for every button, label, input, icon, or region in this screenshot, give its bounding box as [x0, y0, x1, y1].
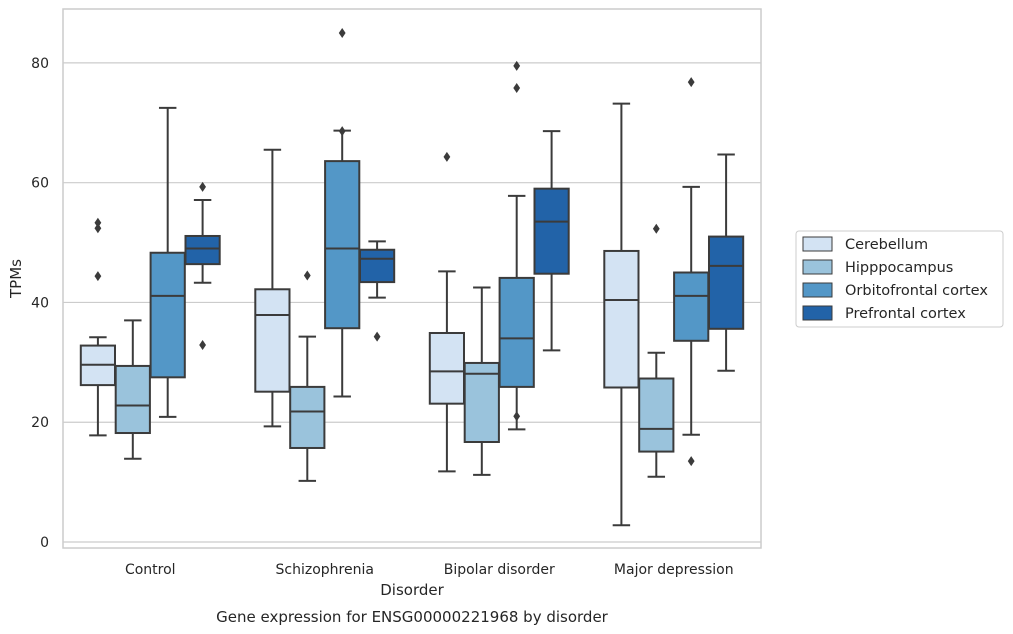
y-axis-title: TPMs — [7, 259, 25, 299]
iqr-box — [358, 248, 396, 284]
y-tick-label: 80 — [31, 56, 49, 72]
iqr-box — [254, 288, 291, 393]
iqr-box — [498, 276, 535, 388]
box-group — [463, 286, 500, 476]
legend-label: Orbitofrontal cortex — [845, 283, 988, 299]
legend-swatch — [802, 259, 833, 275]
y-tick-labels: 0 20 40 60 80 — [31, 56, 49, 551]
outlier-marker — [94, 223, 102, 234]
iqr-box — [463, 361, 500, 443]
outlier-marker — [687, 456, 695, 467]
box-group — [707, 153, 745, 372]
y-tick-label: 20 — [31, 415, 49, 431]
outlier-marker — [373, 331, 381, 342]
iqr-box — [289, 385, 326, 449]
outlier-marker — [513, 83, 521, 94]
x-tick-labels: Control Schizophrenia Bipolar disorder Majo… — [125, 562, 734, 578]
legend-swatch — [802, 282, 833, 298]
x-tick-label: Major depression — [614, 562, 734, 578]
box-group — [428, 151, 466, 473]
plot-area-frame — [62, 8, 762, 549]
box-group — [673, 77, 710, 467]
legend-label: Hipppocampus — [845, 260, 953, 276]
iqr-box — [603, 249, 640, 389]
legend-label: Cerebellum — [845, 237, 928, 253]
box-group — [324, 27, 361, 398]
box-group — [533, 130, 570, 352]
legend-frame — [795, 230, 1004, 328]
outlier-marker — [303, 270, 311, 281]
outlier-marker — [687, 77, 695, 88]
box-group — [358, 240, 396, 342]
box-group — [603, 102, 640, 527]
y-tick-label: 0 — [40, 535, 49, 551]
box-group — [254, 148, 291, 428]
legend-swatch — [802, 236, 833, 252]
iqr-box — [673, 271, 710, 342]
outlier-marker — [443, 151, 451, 162]
chart-caption: Gene expression for ENSG00000221968 by d… — [216, 608, 609, 626]
box-group — [184, 181, 221, 350]
iqr-box — [428, 331, 466, 405]
boxes — [79, 27, 745, 527]
x-axis-title: Disorder — [380, 581, 444, 599]
iqr-box — [184, 234, 221, 266]
y-tick-label: 40 — [31, 295, 49, 311]
x-tick-label: Control — [125, 562, 176, 578]
iqr-box — [707, 235, 745, 330]
x-tick-label: Schizophrenia — [276, 562, 374, 578]
box-group — [498, 60, 535, 431]
outlier-marker — [94, 271, 102, 282]
box-group — [638, 223, 675, 478]
outlier-marker — [513, 411, 521, 422]
outlier-marker — [199, 181, 206, 192]
iqr-box — [149, 251, 186, 379]
outlier-marker — [652, 223, 660, 234]
outlier-marker — [199, 339, 206, 350]
iqr-box — [638, 377, 675, 453]
outlier-marker — [338, 126, 346, 137]
x-tick-label: Bipolar disorder — [444, 562, 555, 578]
iqr-box — [114, 364, 151, 435]
box-group — [114, 319, 151, 460]
box-group — [289, 270, 326, 482]
box-group — [79, 217, 117, 437]
outlier-marker — [338, 27, 346, 38]
iqr-box — [324, 160, 361, 330]
box-group — [149, 106, 186, 418]
legend: Cerebellum Hipppocampus Orbitofrontal cort… — [795, 230, 1004, 328]
legend-swatch — [802, 305, 833, 321]
outlier-marker — [513, 60, 521, 71]
legend-label: Prefrontal cortex — [845, 306, 966, 322]
outlier-marker — [94, 217, 102, 228]
y-tick-label: 60 — [31, 176, 49, 192]
iqr-box — [533, 187, 570, 275]
